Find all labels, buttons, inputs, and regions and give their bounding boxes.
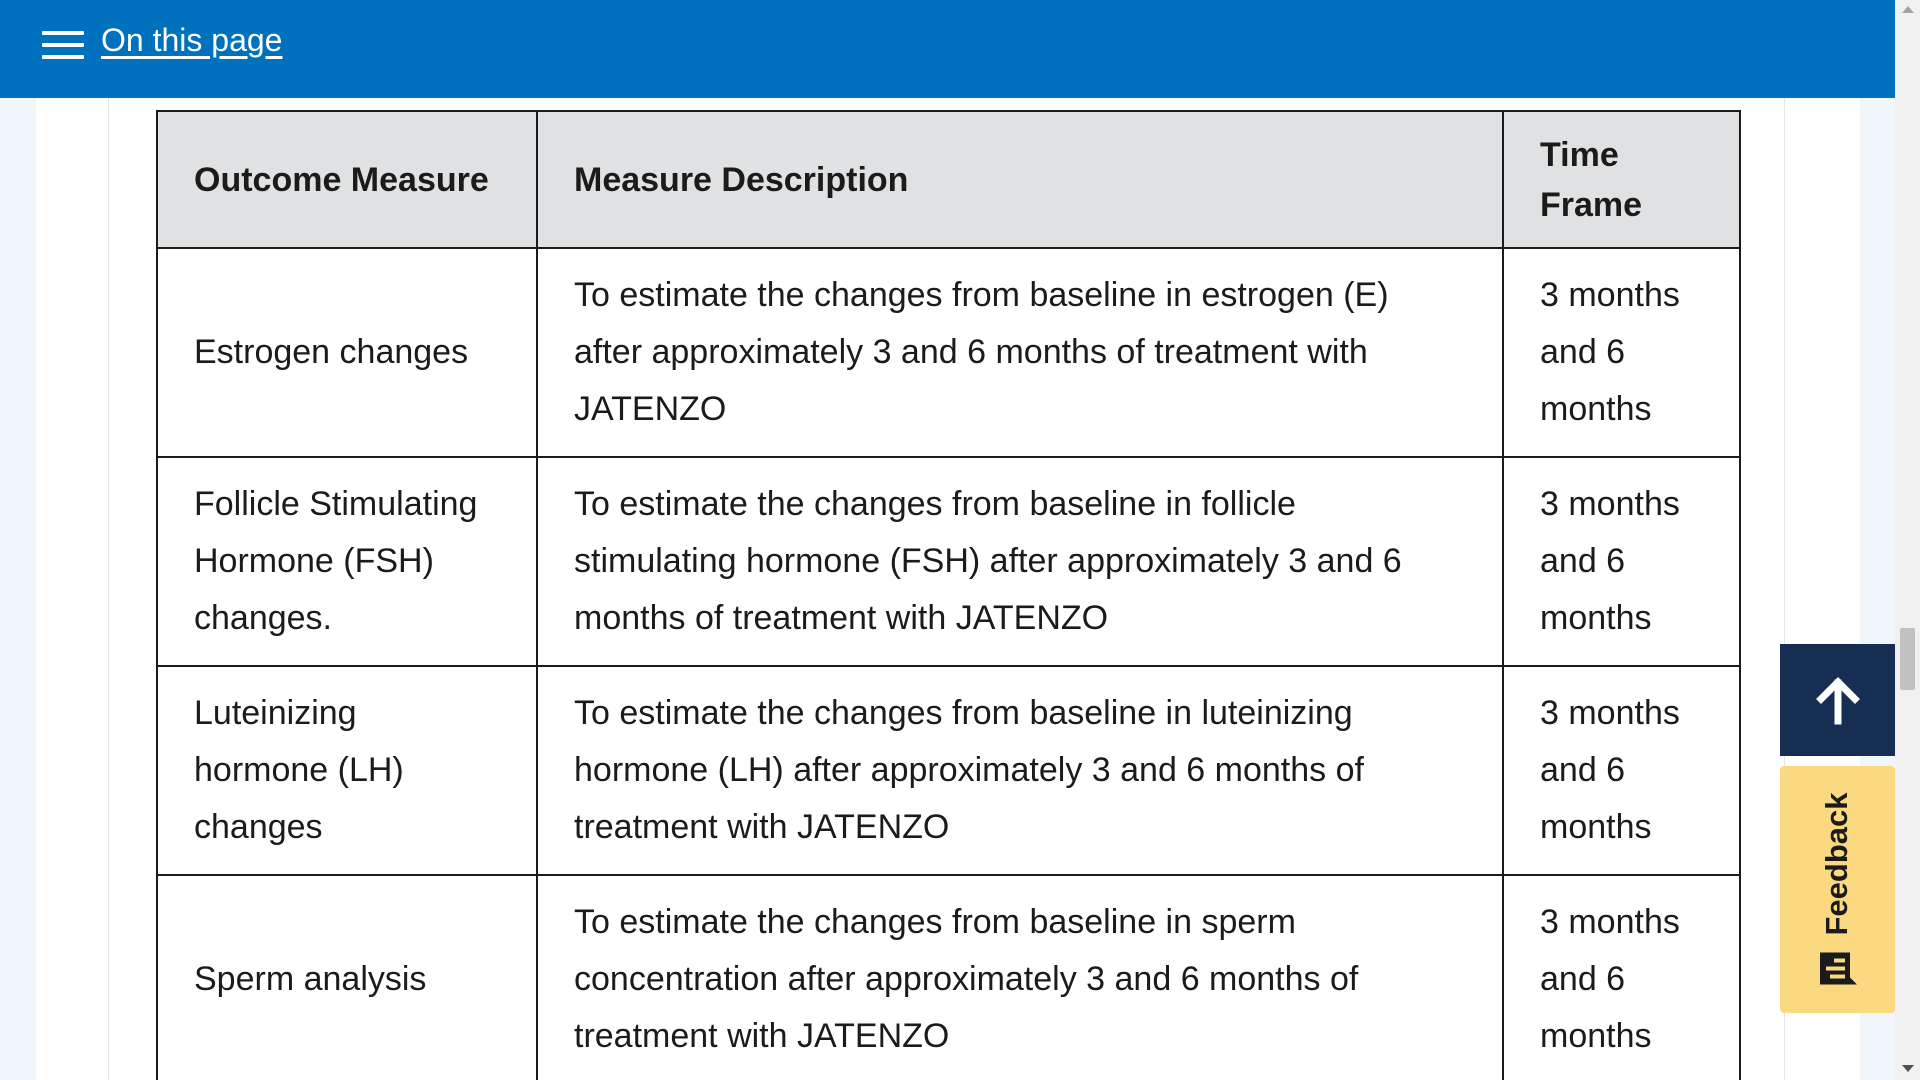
table-row: Follicle Stimulating Hormone (FSH) chang… <box>156 456 1741 667</box>
column-header-measure-description: Measure Description <box>536 110 1504 249</box>
scrollbar-thumb[interactable] <box>1900 628 1915 690</box>
feedback-button[interactable]: Feedback <box>1780 766 1895 1013</box>
scroll-up-arrow-icon[interactable] <box>1902 6 1914 13</box>
measure-description-cell: To estimate the changes from baseline in… <box>536 874 1504 1080</box>
table-row: Sperm analysis To estimate the changes f… <box>156 874 1741 1080</box>
outcome-measure-cell: Estrogen changes <box>156 247 538 458</box>
table-header-row: Outcome Measure Measure Description Time… <box>156 110 1741 249</box>
scroll-down-arrow-icon[interactable] <box>1902 1065 1914 1072</box>
outcome-measure-cell: Luteinizing hormone (LH) changes <box>156 665 538 876</box>
time-frame-cell: 3 months and 6 months <box>1502 456 1741 667</box>
page-background-left <box>0 98 36 1080</box>
table-row: Luteinizing hormone (LH) changes To esti… <box>156 665 1741 876</box>
time-frame-cell: 3 months and 6 months <box>1502 247 1741 458</box>
content-border-left <box>108 98 109 1080</box>
back-to-top-button[interactable] <box>1780 644 1895 756</box>
hamburger-menu-icon[interactable] <box>42 30 84 60</box>
outcome-measure-cell: Sperm analysis <box>156 874 538 1080</box>
page-scrollbar[interactable] <box>1895 0 1920 1080</box>
arrow-up-icon <box>1815 677 1860 725</box>
time-frame-cell: 3 months and 6 months <box>1502 874 1741 1080</box>
measure-description-cell: To estimate the changes from baseline in… <box>536 665 1504 876</box>
column-header-outcome-measure: Outcome Measure <box>156 110 538 249</box>
outcome-measure-cell: Follicle Stimulating Hormone (FSH) chang… <box>156 456 538 667</box>
content-border-right <box>1784 98 1785 1080</box>
measure-description-cell: To estimate the changes from baseline in… <box>536 456 1504 667</box>
time-frame-cell: 3 months and 6 months <box>1502 665 1741 876</box>
feedback-icon <box>1820 952 1857 985</box>
feedback-label: Feedback <box>1819 792 1854 936</box>
table-row: Estrogen changes To estimate the changes… <box>156 247 1741 458</box>
top-nav-bar: On this page <box>0 0 1895 98</box>
outcome-measures-table: Outcome Measure Measure Description Time… <box>156 110 1741 1080</box>
on-this-page-link[interactable]: On this page <box>101 22 283 58</box>
measure-description-cell: To estimate the changes from baseline in… <box>536 247 1504 458</box>
column-header-time-frame: Time Frame <box>1502 110 1741 249</box>
